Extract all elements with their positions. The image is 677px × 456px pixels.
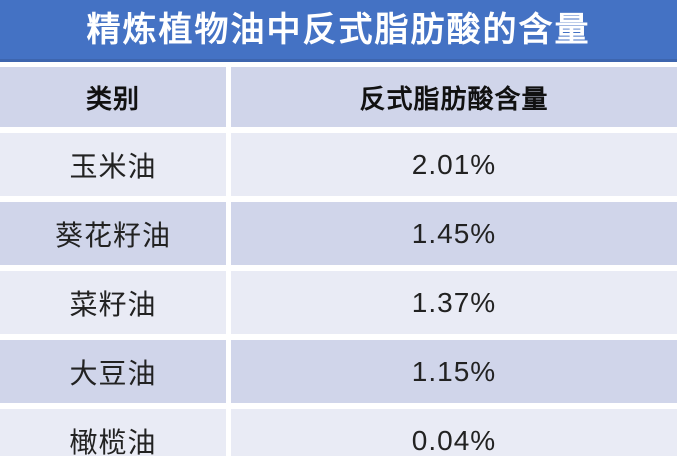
row-value: 1.37% xyxy=(411,286,497,318)
column-separator xyxy=(226,133,231,196)
column-separator xyxy=(226,271,231,334)
table-row: 菜籽油 1.37% xyxy=(0,271,677,334)
row-category: 橄榄油 xyxy=(69,426,157,456)
row-category: 玉米油 xyxy=(69,150,157,182)
row-category: 菜籽油 xyxy=(69,288,157,320)
table-row: 葵花籽油 1.45% xyxy=(0,202,677,265)
table-header-row: 类别 反式脂肪酸含量 xyxy=(0,67,677,127)
header-cell-category: 类别 xyxy=(85,83,140,114)
row-value: 1.45% xyxy=(411,217,497,249)
table-title: 精炼植物油中反式脂肪酸的含量 xyxy=(86,10,591,49)
row-value: 1.15% xyxy=(411,355,497,387)
table-row: 橄榄油 0.04% xyxy=(0,409,677,456)
column-separator xyxy=(226,67,231,127)
table-title-bar: 精炼植物油中反式脂肪酸的含量 xyxy=(0,0,677,62)
table-row: 玉米油 2.01% xyxy=(0,133,677,196)
table-row: 大豆油 1.15% xyxy=(0,340,677,403)
column-separator xyxy=(226,340,231,403)
row-category: 大豆油 xyxy=(69,357,157,389)
column-separator xyxy=(226,202,231,265)
row-category: 葵花籽油 xyxy=(54,219,171,251)
row-value: 0.04% xyxy=(411,424,497,456)
header-cell-value: 反式脂肪酸含量 xyxy=(359,83,549,114)
row-value: 2.01% xyxy=(411,148,497,180)
column-separator xyxy=(226,409,231,456)
